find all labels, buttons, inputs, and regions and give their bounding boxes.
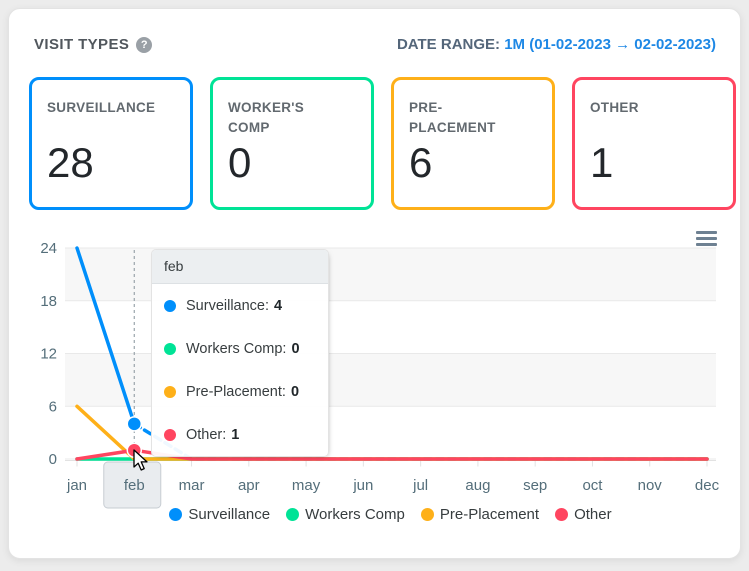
tooltip-label: Other: bbox=[186, 426, 227, 443]
tooltip-row: Surveillance: 4 bbox=[152, 284, 328, 327]
legend-marker-icon bbox=[169, 508, 183, 521]
tooltip-row: Pre-Placement: 0 bbox=[152, 370, 328, 413]
stat-card-other: OTHER 1 bbox=[572, 77, 736, 210]
stat-card-value: 28 bbox=[47, 139, 94, 186]
stat-card-value: 1 bbox=[590, 139, 614, 186]
visit-types-panel: VISIT TYPES ? DATE RANGE: 1M (01-02-2023… bbox=[8, 8, 741, 559]
stat-card-value: 6 bbox=[409, 139, 433, 186]
panel-header: VISIT TYPES ? DATE RANGE: 1M (01-02-2023… bbox=[34, 36, 716, 53]
stat-card-pre-placement: PRE-PLACEMENT 6 bbox=[391, 77, 555, 210]
mouse-cursor-icon bbox=[133, 449, 148, 471]
stat-cards-row: SURVEILLANCE 28 WORKER'S COMP 0 PRE-PLAC… bbox=[29, 77, 736, 210]
legend-item-other[interactable]: Other bbox=[555, 506, 612, 523]
stat-card-label: OTHER bbox=[590, 100, 639, 115]
help-icon[interactable]: ? bbox=[136, 36, 153, 53]
tooltip-value: 1 bbox=[231, 426, 240, 443]
legend-item-workers-comp[interactable]: Workers Comp bbox=[286, 506, 405, 523]
chart-menu-icon[interactable] bbox=[696, 231, 717, 249]
tooltip-row: Workers Comp: 0 bbox=[152, 327, 328, 370]
series-dot-pre-placement bbox=[164, 385, 176, 398]
date-range-value: 1M (01-02-2023 → 02-02-2023) bbox=[504, 36, 716, 53]
legend-label: Workers Comp bbox=[305, 506, 405, 523]
stat-card-label: WORKER'S COMP bbox=[228, 100, 305, 135]
tooltip-value: 0 bbox=[291, 340, 300, 357]
date-range: DATE RANGE: 1M (01-02-2023 → 02-02-2023) bbox=[397, 36, 716, 53]
legend-item-surveillance[interactable]: Surveillance bbox=[169, 506, 270, 523]
date-range-label: DATE RANGE: bbox=[396, 36, 501, 53]
series-dot-other bbox=[164, 428, 176, 441]
series-dot-workers-comp bbox=[164, 342, 176, 355]
legend-label: Other bbox=[574, 506, 612, 523]
tooltip-row: Other: 1 bbox=[152, 413, 328, 456]
series-dot-surveillance bbox=[164, 299, 176, 312]
chart-tooltip: feb Surveillance: 4 Workers Comp: 0 Pre-… bbox=[151, 249, 329, 457]
legend-marker-icon bbox=[286, 508, 300, 521]
title-wrap: VISIT TYPES ? bbox=[34, 36, 153, 53]
tooltip-label: Pre-Placement: bbox=[186, 383, 286, 400]
stat-card-label: SURVEILLANCE bbox=[47, 100, 156, 115]
tooltip-value: 4 bbox=[274, 297, 283, 314]
stat-card-label: PRE-PLACEMENT bbox=[409, 100, 496, 135]
page-title: VISIT TYPES bbox=[34, 36, 130, 53]
tooltip-title: feb bbox=[152, 250, 328, 284]
tooltip-label: Surveillance: bbox=[186, 297, 270, 314]
legend-marker-icon bbox=[420, 508, 434, 521]
chart-legend: Surveillance Workers Comp Pre-Placement Oth… bbox=[48, 506, 733, 523]
legend-label: Pre-Placement bbox=[439, 506, 540, 523]
legend-marker-icon bbox=[555, 508, 569, 521]
stat-card-workers-comp: WORKER'S COMP 0 bbox=[210, 77, 374, 210]
tooltip-value: 0 bbox=[290, 383, 300, 400]
tooltip-label: Workers Comp: bbox=[186, 340, 287, 357]
stat-card-value: 0 bbox=[228, 139, 252, 186]
stat-card-surveillance: SURVEILLANCE 28 bbox=[29, 77, 193, 210]
legend-item-pre-placement[interactable]: Pre-Placement bbox=[420, 506, 540, 523]
legend-label: Surveillance bbox=[188, 506, 271, 523]
